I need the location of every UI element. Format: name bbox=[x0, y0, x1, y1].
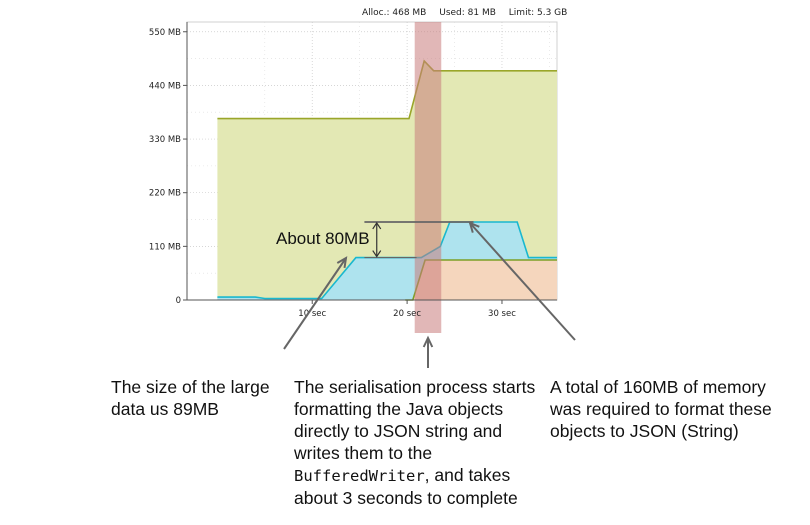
callout-arrow-serialisation-head bbox=[422, 335, 434, 348]
callout-arrow-data-size-line bbox=[283, 257, 347, 350]
caption-total-memory: A total of 160MB of memory was required … bbox=[550, 377, 772, 441]
serialisation-highlight-band bbox=[414, 22, 442, 333]
alloc-stat: Alloc.: 468 MB bbox=[362, 8, 427, 18]
x-tick-label: 30 sec bbox=[488, 309, 516, 319]
about-80mb-annotation: About 80MB bbox=[276, 229, 370, 248]
x-tick-label: 10 sec bbox=[298, 309, 326, 319]
x-tick-label: 20 sec bbox=[393, 309, 421, 319]
caption-large-data-size: The size of the large data us 89MB bbox=[111, 377, 270, 419]
caption-bufferedwriter-code: BufferedWriter bbox=[294, 467, 425, 485]
difference-arrow-head-up bbox=[372, 221, 382, 230]
y-tick-label: 220 MB bbox=[149, 189, 181, 199]
callout-arrow-total-memory-head bbox=[468, 221, 480, 233]
memory-stats-bar: Alloc.: 468 MB Used: 81 MB Limit: 5.3 GB bbox=[362, 8, 577, 18]
y-tick-label: 0 bbox=[176, 296, 181, 306]
y-tick-label: 330 MB bbox=[149, 135, 181, 145]
y-tick-label: 110 MB bbox=[149, 242, 181, 252]
difference-arrow-head-down bbox=[372, 250, 382, 258]
caption-serialisation-text-1: The serialisation process starts formatt… bbox=[294, 377, 536, 463]
y-tick-label: 550 MB bbox=[149, 28, 181, 38]
limit-stat: Limit: 5.3 GB bbox=[508, 8, 568, 18]
caption-serialisation-text-2: , and takes about 3 seconds to complete bbox=[294, 465, 518, 508]
orange-memory-area bbox=[405, 260, 557, 300]
caption-serialisation-process: The serialisation process starts formatt… bbox=[294, 376, 546, 509]
callout-arrow-total-memory-line bbox=[469, 222, 576, 341]
used-stat: Used: 81 MB bbox=[439, 8, 496, 18]
y-tick-label: 440 MB bbox=[149, 81, 181, 91]
callout-arrow-data-size-head bbox=[336, 256, 348, 269]
